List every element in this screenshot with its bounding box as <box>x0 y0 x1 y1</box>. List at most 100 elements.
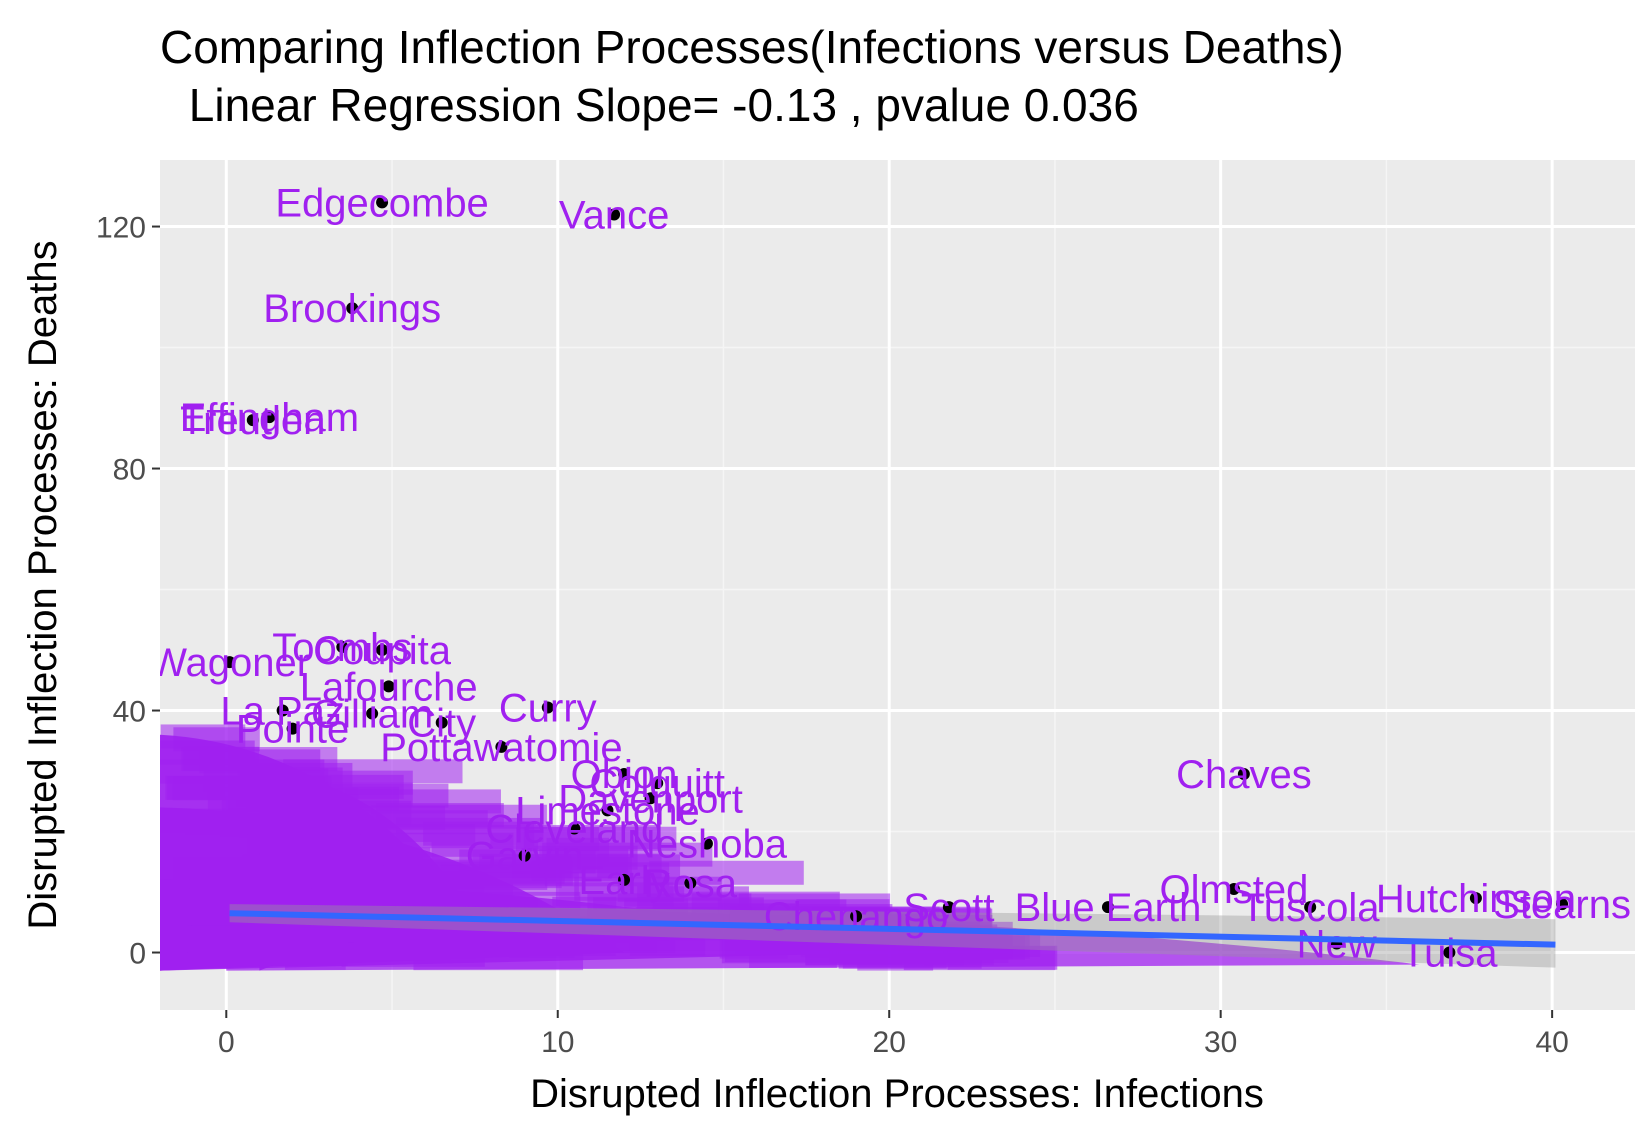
point-label: Colquitt <box>589 762 725 806</box>
data-point <box>618 873 631 886</box>
data-point <box>1443 946 1456 959</box>
label-cloud-fragment <box>160 724 246 749</box>
point-label: New <box>1297 922 1377 966</box>
label-cloud-fragment <box>549 931 616 956</box>
data-point <box>346 302 359 315</box>
label-cloud-fragment <box>396 817 544 842</box>
data-point <box>435 716 448 729</box>
label-cloud-fragment <box>311 883 396 908</box>
label-cloud-fragment <box>218 941 348 966</box>
data-point <box>336 641 349 654</box>
data-point <box>850 910 863 923</box>
point-label: Limestone <box>515 789 700 833</box>
data-point <box>601 804 614 817</box>
x-tick-label: 40 <box>1535 1026 1568 1059</box>
point-label: Effingham <box>180 396 359 440</box>
data-point <box>276 704 289 717</box>
data-point <box>651 777 664 790</box>
label-cloud-fragment <box>287 859 384 884</box>
label-cloud-fragment <box>918 935 1013 960</box>
point-label: Davenport <box>558 777 743 821</box>
x-tick-label: 20 <box>873 1026 906 1059</box>
data-point <box>286 722 299 735</box>
point-label: Toombs <box>272 626 412 670</box>
data-point <box>541 701 554 714</box>
point-label: Stearns <box>1493 883 1631 927</box>
chart-title: Comparing Inflection Processes(Infection… <box>160 21 1344 73</box>
data-point <box>618 768 631 781</box>
point-label: Edgecombe <box>275 181 488 225</box>
data-point <box>518 849 531 862</box>
point-label: Vance <box>559 193 669 237</box>
data-point <box>608 208 621 221</box>
data-point <box>644 792 657 805</box>
point-label: City <box>407 702 476 746</box>
label-cloud-fragment <box>749 943 837 968</box>
data-point <box>684 876 697 889</box>
point-label: Coupita <box>313 629 452 673</box>
data-point <box>246 414 259 427</box>
data-points <box>223 196 1569 959</box>
point-label: Pointe <box>236 708 349 752</box>
point-label: Obion <box>571 753 678 797</box>
point-label: Lafourche <box>300 665 478 709</box>
y-axis-title: Disrupted Inflection Processes: Deaths <box>21 240 65 929</box>
data-point <box>568 822 581 835</box>
point-label: Chaves <box>1176 753 1312 797</box>
y-tick-label: 80 <box>113 454 146 487</box>
point-label: Rosa <box>644 862 738 906</box>
data-point <box>1237 768 1250 781</box>
x-tick-label: 10 <box>541 1026 574 1059</box>
data-point <box>1556 898 1569 911</box>
point-label: Early <box>578 859 669 903</box>
point-label: Treutlen <box>180 399 325 443</box>
x-axis-title: Disrupted Inflection Processes: Infectio… <box>530 1072 1264 1116</box>
regression-line <box>229 910 1556 948</box>
y-tick-label: 0 <box>129 938 146 971</box>
point-label: Neshoba <box>627 823 788 867</box>
point-label: Pottawatomie <box>380 726 622 770</box>
point-label: Tulsa <box>1401 932 1498 976</box>
point-label: Garvin <box>466 835 584 879</box>
data-point <box>382 680 395 693</box>
point-label: Cleveland <box>485 808 663 852</box>
data-point <box>223 656 236 669</box>
point-label: Tuscola <box>1241 886 1380 930</box>
chart-subtitle: Linear Regression Slope= -0.13 , pvalue … <box>176 79 1139 131</box>
point-label: Scott <box>903 886 994 930</box>
data-point <box>1227 883 1240 896</box>
label-cloud-fragment <box>523 826 677 851</box>
point-label: Olmsted <box>1159 868 1308 912</box>
data-point <box>700 837 713 850</box>
axis-ticks: 0 10 20 30 40 0 40 80 120 <box>96 212 1569 1059</box>
x-tick-label: 30 <box>1204 1026 1237 1059</box>
data-point <box>495 740 508 753</box>
point-label: La Paz <box>220 690 345 734</box>
point-labels: Edgecombe Vance Brookings EffinghamTreutlen… <box>149 181 1631 976</box>
x-tick-label: 0 <box>218 1026 235 1059</box>
y-tick-label: 40 <box>113 696 146 729</box>
data-point <box>366 707 379 720</box>
data-point <box>376 196 389 209</box>
label-cloud-fragment <box>539 849 629 874</box>
regression-line-group <box>229 910 1556 948</box>
label-cloud-fragment <box>587 893 752 918</box>
data-point <box>1101 901 1114 914</box>
label-cloud-fragment <box>341 942 485 967</box>
point-label: Wagoner <box>149 641 310 685</box>
data-point <box>1304 901 1317 914</box>
data-point <box>942 901 955 914</box>
point-label: Hutchinson <box>1376 877 1576 921</box>
data-point <box>1469 892 1482 905</box>
point-label: Curry <box>499 687 597 731</box>
label-cloud-fragment <box>238 813 351 838</box>
label-cloud-fragment <box>203 767 343 792</box>
data-point <box>376 644 389 657</box>
point-label: Gilliam <box>311 693 433 737</box>
data-point <box>263 411 276 424</box>
grid-lines <box>160 160 1635 1010</box>
point-label: Brookings <box>263 287 441 331</box>
point-label: Blue Earth <box>1015 886 1202 930</box>
y-tick-label: 120 <box>96 212 146 245</box>
